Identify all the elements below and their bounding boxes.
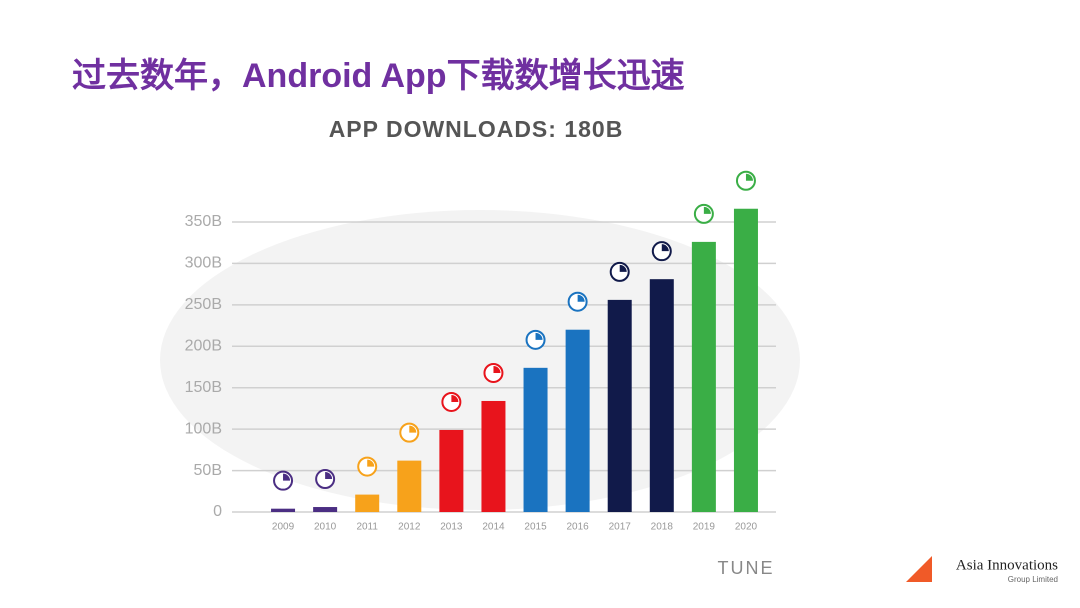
bar	[355, 494, 380, 512]
y-tick-label: 0	[213, 503, 222, 520]
logo-name: Asia Innovations	[956, 557, 1058, 573]
x-tick-label: 2018	[651, 522, 674, 533]
x-tick-label: 2017	[609, 522, 632, 533]
world-map-backdrop	[160, 210, 800, 510]
slide-heading: 过去数年，Android App下载数增长迅速	[72, 57, 685, 95]
y-tick-label: 200B	[185, 338, 222, 355]
bar-icon-wedge	[451, 394, 459, 402]
y-tick-label: 50B	[194, 462, 222, 479]
source-label: TUNE	[718, 558, 775, 578]
x-tick-label: 2014	[482, 522, 505, 533]
x-tick-label: 2015	[524, 522, 547, 533]
y-tick-label: 250B	[185, 296, 222, 313]
bar-icon-wedge	[703, 206, 711, 214]
x-tick-label: 2020	[735, 522, 758, 533]
x-tick-label: 2010	[314, 522, 337, 533]
bar-icon-wedge	[283, 473, 291, 481]
y-tick-label: 350B	[185, 213, 222, 230]
bar	[397, 460, 422, 512]
logo-sub: Group Limited	[1008, 575, 1058, 584]
bar-icon-wedge	[619, 264, 627, 272]
x-tick-label: 2011	[356, 522, 378, 533]
x-tick-label: 2009	[272, 522, 295, 533]
bar	[607, 299, 632, 512]
bar	[691, 241, 716, 512]
logo-mark	[906, 556, 932, 582]
bar	[649, 279, 674, 512]
x-tick-label: 2013	[440, 522, 463, 533]
x-tick-label: 2012	[398, 522, 421, 533]
bar	[481, 400, 506, 512]
bar-icon-wedge	[745, 173, 753, 181]
bar	[523, 367, 548, 512]
bar-icon-wedge	[325, 472, 333, 480]
bar	[733, 208, 758, 512]
bar-icon-wedge	[493, 365, 501, 373]
bar-icon-wedge	[367, 459, 375, 467]
x-tick-label: 2019	[693, 522, 716, 533]
y-tick-label: 150B	[185, 379, 222, 396]
chart-title: APP DOWNLOADS: 180B	[329, 116, 624, 142]
x-tick-label: 2016	[567, 522, 590, 533]
y-tick-label: 300B	[185, 255, 222, 272]
bar	[271, 508, 296, 512]
bar-icon-wedge	[535, 332, 543, 340]
bar-icon-wedge	[577, 294, 585, 302]
y-tick-label: 100B	[185, 420, 222, 437]
bar-icon-wedge	[661, 244, 669, 252]
bar	[439, 429, 464, 512]
bar-icon-wedge	[409, 425, 417, 433]
bar	[313, 507, 338, 512]
bar	[565, 329, 590, 512]
